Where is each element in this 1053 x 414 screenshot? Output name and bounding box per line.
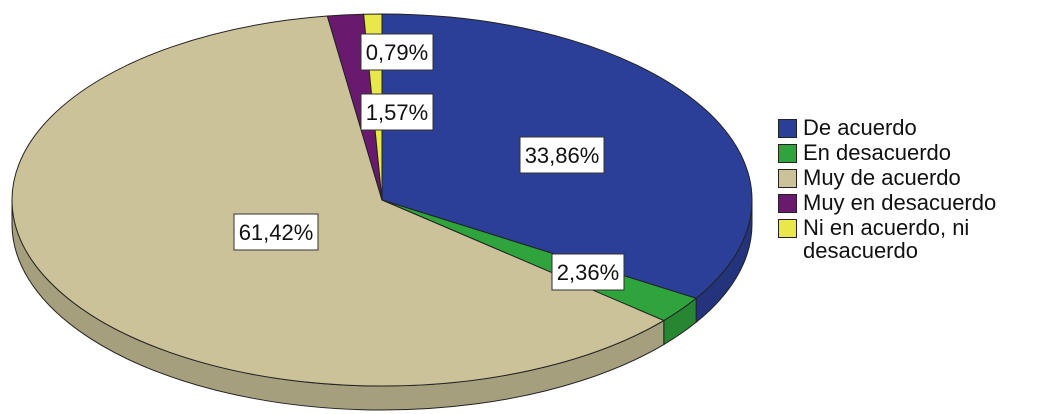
data-label-text: 33,86%: [525, 143, 600, 168]
legend-item-de-acuerdo: De acuerdo: [778, 116, 996, 139]
data-label-text: 2,36%: [557, 260, 619, 285]
data-label-box: [360, 33, 434, 71]
legend-label: Muy de acuerdo: [803, 165, 961, 190]
legend-item-muy-en-desacuerdo: Muy en desacuerdo: [778, 191, 996, 214]
legend-label: Muy en desacuerdo: [803, 190, 997, 215]
legend-item-en-desacuerdo: En desacuerdo: [778, 141, 996, 164]
legend-label: De acuerdo: [803, 115, 917, 140]
pie-slice: [11, 15, 665, 387]
pie-data-label: 33,86%: [519, 136, 605, 174]
legend-swatch: [778, 194, 797, 213]
data-label-text: 1,57%: [366, 100, 428, 125]
pie-data-label: 1,57%: [360, 93, 434, 131]
data-label-text: 0,79%: [366, 40, 428, 65]
legend-swatch: [778, 144, 797, 163]
legend-item-ni-en-acuerdo: Ni en acuerdo, ni desacuerdo: [778, 216, 996, 262]
legend-swatch: [778, 169, 797, 188]
legend: De acuerdo En desacuerdo Muy de acuerdo …: [778, 116, 996, 264]
data-label-text: 61,42%: [239, 220, 314, 245]
pie-data-label: 0,79%: [360, 33, 434, 71]
legend-label: Ni en acuerdo, ni desacuerdo: [803, 215, 970, 263]
legend-label: En desacuerdo: [803, 140, 951, 165]
data-label-box: [233, 213, 319, 251]
data-label-box: [519, 136, 605, 174]
pie-data-labels: 33,86% 2,36% 61,42% 1,57% 0,79%: [233, 33, 625, 291]
legend-swatch: [778, 119, 797, 138]
legend-item-muy-de-acuerdo: Muy de acuerdo: [778, 166, 996, 189]
pie-data-label: 2,36%: [551, 253, 625, 291]
pie-data-label: 61,42%: [233, 213, 319, 251]
data-label-box: [551, 253, 625, 291]
legend-swatch: [778, 219, 797, 238]
data-label-box: [360, 93, 434, 131]
